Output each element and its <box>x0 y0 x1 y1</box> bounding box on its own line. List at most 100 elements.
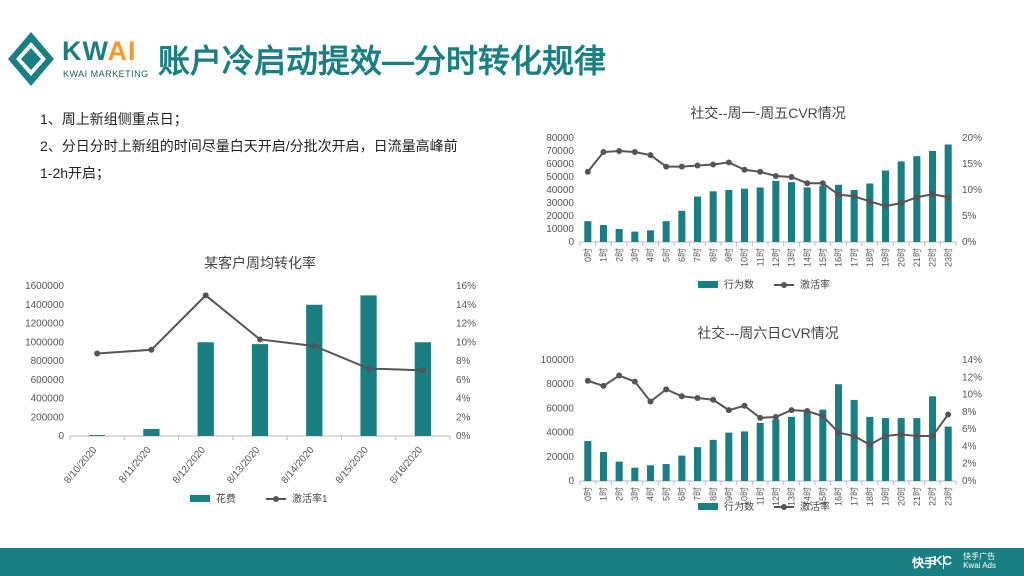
footer-ads-cn: 快手广告 <box>963 552 996 561</box>
bar <box>693 196 702 242</box>
line-point <box>710 161 717 168</box>
x-tick-label: 8时 <box>707 248 718 262</box>
bar <box>881 418 890 481</box>
bar <box>819 409 827 481</box>
y-tick-label-left: 1200000 <box>25 319 64 330</box>
bar <box>646 465 655 481</box>
bar <box>615 461 623 481</box>
bar <box>850 190 858 242</box>
x-tick-label: 9时 <box>723 248 734 262</box>
x-tick-label: 18时 <box>864 248 875 267</box>
bar <box>897 418 905 481</box>
y-tick-label-left: 80000 <box>546 133 574 144</box>
y-tick-label-left: 40000 <box>546 428 574 439</box>
y-tick-label-left: 0 <box>58 431 64 442</box>
x-tick-label: 20时 <box>895 487 906 506</box>
x-tick-label: 11时 <box>754 487 765 505</box>
line-point <box>835 191 842 198</box>
x-tick-label: 8/11/2020 <box>117 445 154 486</box>
y-tick-label-right: 14% <box>962 355 982 366</box>
x-tick-label: 1时 <box>598 248 609 262</box>
y-tick-label-left: 200000 <box>31 412 65 423</box>
line-point <box>202 292 209 299</box>
bar <box>584 221 592 242</box>
bar <box>866 183 874 242</box>
y-tick-label-left: 1000000 <box>25 337 64 348</box>
x-tick-label: 2时 <box>613 248 624 262</box>
line-point <box>835 429 842 436</box>
y-tick-label-left: 800000 <box>31 356 65 367</box>
chart-title: 社交---周六日CVR情况 <box>697 325 839 341</box>
line-point <box>788 407 795 414</box>
line-point <box>882 433 889 440</box>
line-point <box>929 191 936 198</box>
line-point <box>148 346 155 353</box>
y-tick-label-left: 10000 <box>546 224 574 235</box>
line-point <box>882 203 889 210</box>
logo-word-main: KW <box>62 36 108 66</box>
x-tick-label: 17时 <box>848 248 859 267</box>
line-point <box>945 411 952 418</box>
x-tick-label: 22时 <box>927 487 938 506</box>
y-tick-label-right: 16% <box>456 281 476 292</box>
bar <box>772 180 780 242</box>
footer-bar: 快手 KC 快手广告 Kwai Ads <box>0 548 1024 576</box>
x-tick-label: 16时 <box>833 487 844 506</box>
footer-kwai-ads-icon: KC <box>933 553 952 568</box>
y-tick-label-right: 2% <box>962 459 977 470</box>
line-point <box>757 168 764 175</box>
bar <box>89 435 106 436</box>
line-point <box>819 413 826 420</box>
line-point <box>678 163 685 170</box>
series-line <box>587 374 949 446</box>
line-point <box>929 433 936 440</box>
y-tick-label-right: 10% <box>962 390 982 401</box>
x-tick-label: 8时 <box>707 487 718 501</box>
y-tick-label-left: 600000 <box>31 375 65 386</box>
y-tick-label-right: 20% <box>962 133 982 144</box>
legend-line-marker <box>781 504 787 510</box>
line-point <box>616 372 623 379</box>
bar <box>850 399 858 481</box>
line-point <box>694 395 701 402</box>
bar <box>584 441 592 481</box>
line-point <box>804 180 811 187</box>
y-tick-label-left: 0 <box>568 237 574 248</box>
bar <box>251 344 269 436</box>
line-point <box>851 433 858 440</box>
weekday-cvr-chart: 社交--周一-周五CVR情况 0 10000 20000 30000 40000 50000… <box>546 105 982 291</box>
bar <box>944 144 952 242</box>
bar <box>631 467 639 481</box>
bullet-item: 2、分日分时上新组的时间尽量白天开启/分批次开启，日流量高峰前 <box>40 138 458 154</box>
bar <box>646 230 655 242</box>
legend-bar-swatch <box>698 503 718 510</box>
bar <box>787 416 796 481</box>
bar <box>803 187 811 242</box>
x-tick-label: 23时 <box>942 487 953 506</box>
bar <box>740 431 749 481</box>
y-tick-label-right: 6% <box>456 375 471 386</box>
bar <box>803 412 811 481</box>
line-point <box>678 393 685 400</box>
y-tick-label-right: 14% <box>456 300 476 311</box>
y-tick-label-left: 30000 <box>546 198 574 209</box>
y-tick-label-right: 0% <box>962 237 977 248</box>
x-tick-label: 18时 <box>864 487 875 506</box>
bar <box>599 225 608 242</box>
y-tick-label-right: 12% <box>962 372 982 383</box>
line-point <box>311 343 318 349</box>
y-tick-label-right: 10% <box>456 337 476 348</box>
line-point <box>866 198 873 205</box>
line-point <box>851 193 858 200</box>
x-tick-label: 6时 <box>676 487 687 501</box>
x-tick-label: 15时 <box>817 248 828 267</box>
bar <box>662 221 670 242</box>
x-tick-label: 17时 <box>848 487 859 506</box>
line-point <box>772 172 779 179</box>
line-point <box>257 336 263 343</box>
x-tick-label: 10时 <box>739 248 750 267</box>
y-tick-label-left: 40000 <box>546 185 574 196</box>
chart-title: 社交--周一-周五CVR情况 <box>690 105 846 121</box>
y-tick-label-right: 0% <box>962 476 977 487</box>
x-tick-label: 2时 <box>613 487 624 501</box>
